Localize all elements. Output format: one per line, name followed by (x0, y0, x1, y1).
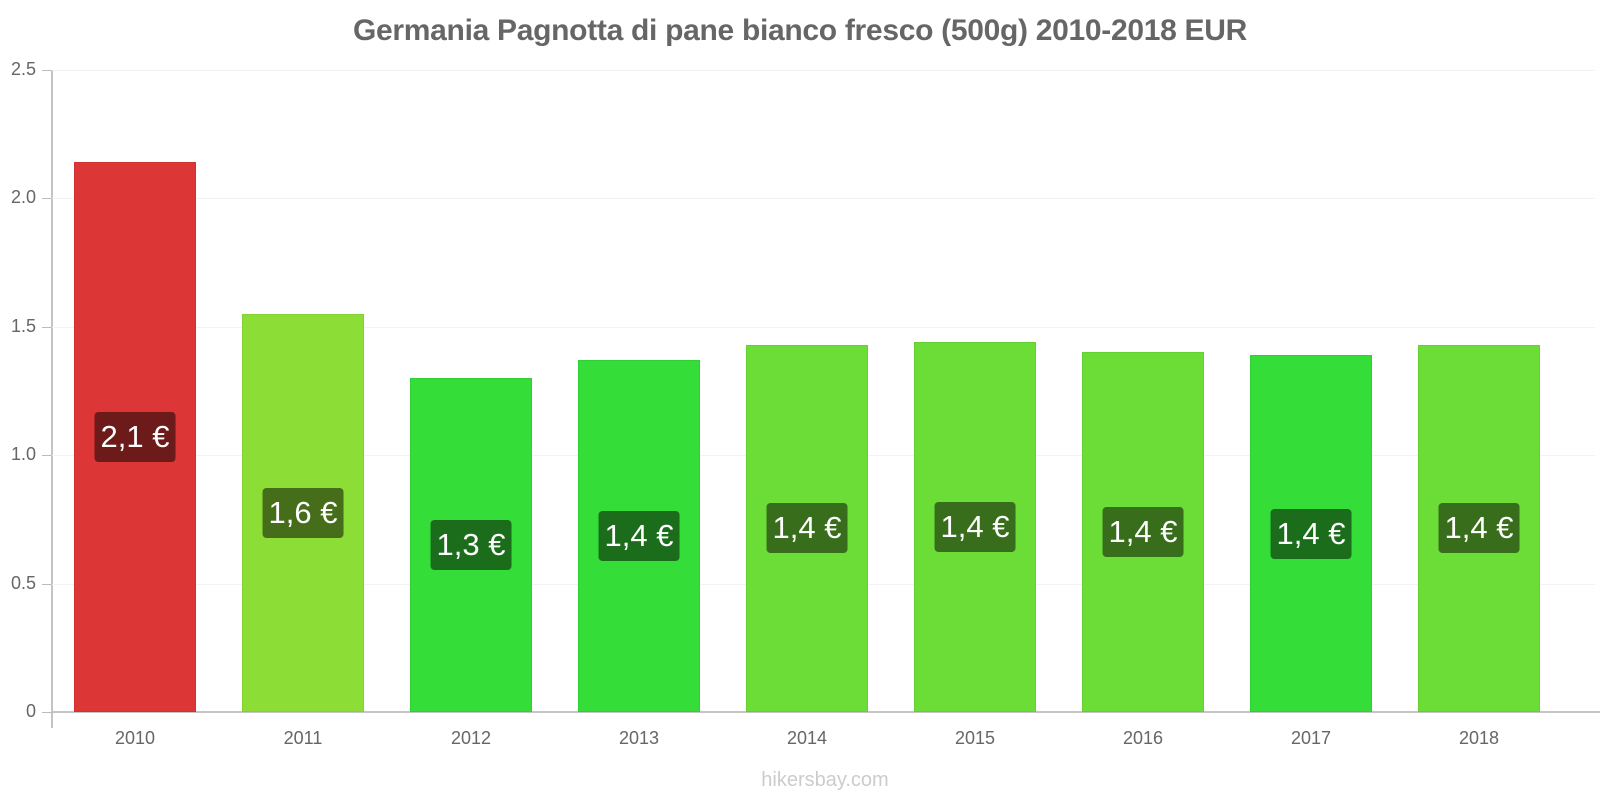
y-axis (51, 70, 53, 728)
y-tick-mark (42, 70, 52, 71)
y-tick-label: 0.5 (10, 573, 36, 593)
x-tick-label: 2017 (1290, 728, 1332, 748)
gridline (52, 198, 1595, 199)
bar-value-label: 1,4 € (1438, 503, 1520, 553)
y-tick-mark (42, 584, 52, 585)
y-tick-mark (42, 455, 52, 456)
chart-title: Germania Pagnotta di pane bianco fresco … (353, 14, 1247, 47)
bar-value-label: 1,4 € (766, 503, 848, 553)
x-tick-label: 2015 (954, 728, 996, 748)
x-tick-label: 2012 (450, 728, 492, 748)
x-tick-label: 2011 (283, 728, 323, 748)
y-tick-label: 1.0 (10, 444, 36, 464)
y-tick-mark (42, 712, 52, 713)
bar-value-label: 1,4 € (934, 502, 1016, 552)
x-tick-label: 2018 (1458, 728, 1500, 748)
bar-value-label: 2,1 € (94, 412, 176, 462)
x-tick-label: 2010 (114, 728, 156, 748)
x-axis (51, 711, 1600, 713)
x-tick-label: 2013 (618, 728, 660, 748)
bar-value-label: 1,4 € (1102, 507, 1184, 557)
y-tick-label: 0 (25, 701, 36, 721)
gridline (52, 70, 1595, 71)
x-tick-label: 2014 (786, 728, 828, 748)
y-tick-label: 2.0 (10, 187, 36, 207)
source-watermark: hikersbay.com (761, 769, 889, 791)
y-tick-mark (42, 198, 52, 199)
bar-value-label: 1,4 € (598, 511, 680, 561)
x-tick-label: 2016 (1122, 728, 1164, 748)
bar-value-label: 1,6 € (262, 488, 344, 538)
bar-value-label: 1,4 € (1270, 509, 1352, 559)
bar-value-label: 1,3 € (430, 520, 512, 570)
gridline (52, 327, 1595, 328)
y-tick-label: 2.5 (10, 59, 36, 79)
y-tick-mark (42, 327, 52, 328)
y-tick-label: 1.5 (10, 316, 36, 336)
